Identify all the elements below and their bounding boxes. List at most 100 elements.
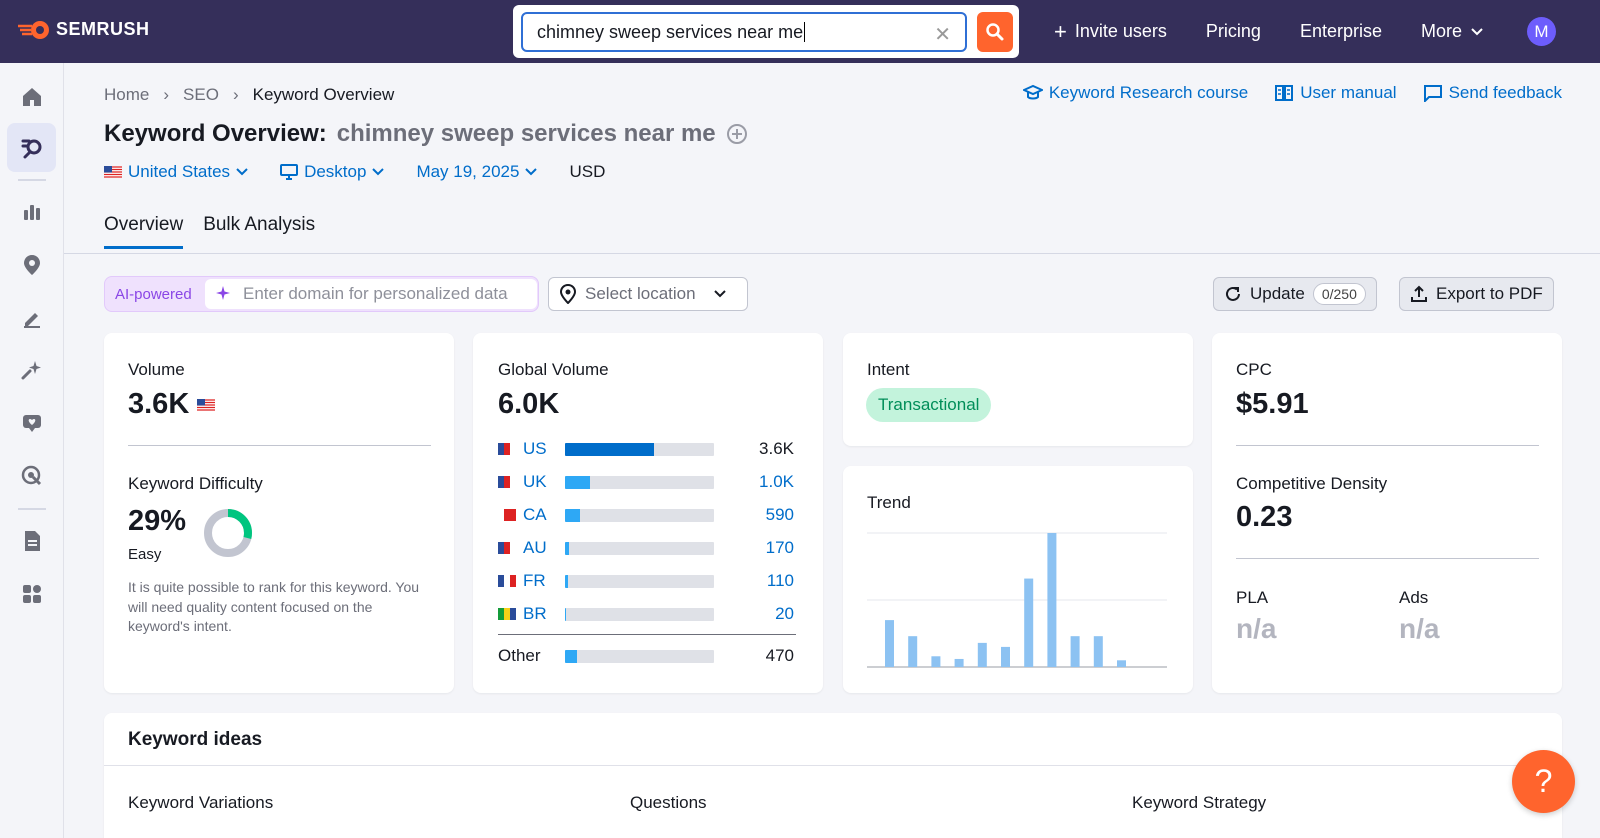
ai-domain-field: AI-powered Enter domain for personalized…: [104, 276, 539, 312]
target-cursor-icon[interactable]: [7, 451, 56, 500]
cpc-value: $5.91: [1236, 388, 1309, 420]
date-selector[interactable]: May 19, 2025: [416, 162, 538, 182]
gv-country-code: BR: [523, 604, 547, 623]
divider: [498, 634, 796, 635]
tabs: Overview Bulk Analysis: [104, 214, 315, 249]
upload-icon: [1411, 285, 1427, 302]
apps-icon[interactable]: [7, 569, 56, 618]
home-icon[interactable]: [7, 72, 56, 121]
search-icon: [986, 23, 1004, 41]
trend-bar[interactable]: [954, 658, 964, 667]
graduation-cap-icon: [1022, 84, 1043, 100]
cpc-card: CPC $5.91 Competitive Density 0.23 PLA n…: [1212, 333, 1562, 693]
nav-links: + Invite users Pricing Enterprise More: [1054, 0, 1523, 63]
heart-chat-icon[interactable]: [7, 398, 56, 447]
gv-bar-fill: [565, 574, 568, 588]
plus-icon: +: [1054, 18, 1067, 44]
breadcrumb-seo[interactable]: SEO: [183, 85, 219, 104]
gv-country-code: FR: [523, 571, 546, 590]
trend-bar[interactable]: [1093, 636, 1103, 667]
gv-bar-fill: [565, 475, 590, 489]
top-navbar: SEMRUSH chimney sweep services near me ✕…: [0, 0, 1600, 63]
trend-bar[interactable]: [977, 642, 987, 667]
divider: [1236, 558, 1539, 559]
global-volume-card: Global Volume 6.0K US 3.6K UK 1.0K CA 590 AU 17…: [473, 333, 823, 693]
page-title: Keyword Overview: chimney sweep services…: [104, 120, 748, 148]
tab-bulk-analysis[interactable]: Bulk Analysis: [203, 214, 316, 235]
keyword-research-icon[interactable]: [7, 123, 56, 172]
page-title-keyword: chimney sweep services near me: [336, 120, 716, 147]
gv-bar: [565, 475, 714, 489]
trend-bar[interactable]: [1001, 646, 1010, 667]
enterprise-link[interactable]: Enterprise: [1299, 21, 1382, 41]
semrush-logo[interactable]: SEMRUSH: [18, 19, 150, 40]
keyword-search-input[interactable]: chimney sweep services near me ✕: [521, 12, 967, 52]
edit-icon[interactable]: [7, 293, 56, 342]
more-menu[interactable]: More: [1421, 21, 1484, 42]
domain-input[interactable]: Enter domain for personalized data: [205, 279, 537, 309]
update-button[interactable]: Update 0/250: [1213, 277, 1377, 311]
country-selector[interactable]: United States: [104, 162, 248, 182]
feedback-label: Send feedback: [1448, 83, 1562, 102]
export-label: Export to PDF: [1436, 284, 1543, 303]
trend-bar[interactable]: [931, 656, 941, 667]
kd-label: Keyword Difficulty: [128, 474, 263, 493]
invite-users-link[interactable]: + Invite users: [1054, 19, 1167, 45]
trend-bar[interactable]: [1024, 578, 1034, 667]
cpc-label: CPC: [1236, 360, 1272, 379]
breadcrumb-home[interactable]: Home: [104, 85, 150, 104]
divider: [1236, 445, 1539, 446]
gv-row-uk[interactable]: UK 1.0K: [498, 472, 794, 492]
manual-label: User manual: [1300, 83, 1397, 102]
trend-bar[interactable]: [885, 620, 894, 667]
trend-bar[interactable]: [1070, 636, 1080, 667]
export-pdf-button[interactable]: Export to PDF: [1399, 277, 1554, 311]
trend-bar[interactable]: [908, 636, 918, 667]
gv-row-fr[interactable]: FR 110: [498, 571, 794, 591]
gv-country-code: UK: [523, 472, 547, 491]
add-to-list-icon[interactable]: [726, 123, 748, 145]
send-feedback-link[interactable]: Send feedback: [1423, 83, 1562, 103]
sparkle-icon: [216, 286, 230, 300]
document-icon[interactable]: [7, 516, 56, 565]
search-button[interactable]: [977, 12, 1013, 52]
pricing-link[interactable]: Pricing: [1205, 21, 1261, 41]
sparkles-icon[interactable]: [7, 345, 56, 394]
competitive-density-value: 0.23: [1236, 501, 1293, 533]
pla-label: PLA: [1236, 588, 1269, 607]
user-avatar[interactable]: M: [1527, 17, 1556, 46]
gv-bar: [565, 607, 714, 621]
gv-value: 20: [775, 604, 794, 623]
sidebar-divider: [18, 179, 46, 181]
device-selector[interactable]: Desktop: [280, 162, 385, 182]
location-pin-icon[interactable]: [7, 240, 56, 289]
trend-bar[interactable]: [1117, 660, 1126, 667]
kd-value: 29%: [128, 505, 187, 537]
keyword-ideas-card: Keyword ideas Keyword Variations Questio…: [104, 713, 1562, 838]
keyword-research-course-link[interactable]: Keyword Research course: [1022, 83, 1248, 103]
gv-value: 170: [765, 538, 794, 557]
clear-icon[interactable]: ✕: [934, 24, 951, 46]
gv-row-us[interactable]: US 3.6K: [498, 439, 794, 459]
chart-icon[interactable]: [7, 187, 56, 236]
gv-value: 3.6K: [759, 439, 794, 458]
trend-bar[interactable]: [1047, 533, 1057, 667]
device-label: Desktop: [304, 162, 367, 181]
user-manual-link[interactable]: User manual: [1274, 83, 1397, 103]
tab-overview[interactable]: Overview: [104, 214, 184, 249]
tabs-divider: [64, 253, 1600, 254]
brand-name: SEMRUSH: [56, 19, 150, 39]
trend-chart: [867, 532, 1167, 668]
search-value: chimney sweep services near me: [537, 21, 804, 42]
us-flag-icon: [104, 166, 122, 178]
gv-row-au[interactable]: AU 170: [498, 538, 794, 558]
update-label: Update: [1250, 284, 1305, 303]
gv-row-ca[interactable]: CA 590: [498, 505, 794, 525]
location-select[interactable]: Select location: [548, 277, 748, 311]
volume-card: Volume 3.6K Keyword Difficulty 29% Easy …: [104, 333, 454, 693]
gv-row-br[interactable]: BR 20: [498, 604, 794, 624]
domain-placeholder: Enter domain for personalized data: [243, 284, 508, 303]
chevron-down-icon: [713, 290, 726, 298]
help-button[interactable]: ?: [1512, 750, 1575, 813]
kd-level: Easy: [128, 546, 162, 563]
